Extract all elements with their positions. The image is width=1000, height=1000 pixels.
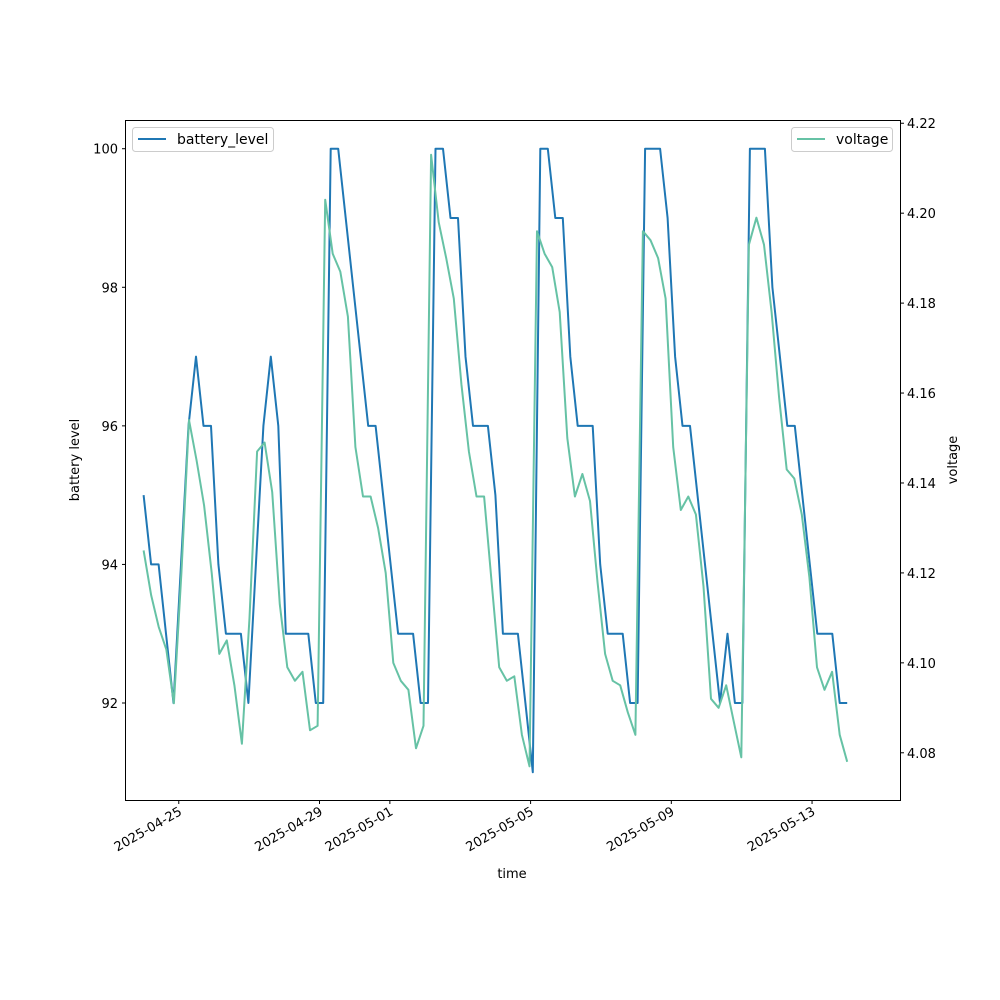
y-axis-label-left: battery level — [68, 419, 83, 502]
y-left-tick-label: 96 — [101, 420, 118, 435]
series-line-voltage — [142, 153, 849, 768]
y-right-tick-label: 4.22 — [907, 117, 936, 132]
y-right-tick-label: 4.16 — [907, 387, 936, 402]
y-right-tick-label: 4.20 — [907, 207, 936, 222]
legend-text-voltage: voltage — [836, 132, 888, 148]
legend-voltage: voltage — [791, 127, 893, 152]
plot-frame — [125, 120, 901, 801]
y-right-tick-label: 4.14 — [907, 477, 936, 492]
y-axis-label-right: voltage — [946, 436, 961, 485]
legend-box — [132, 127, 274, 152]
y-left-tick-label: 94 — [101, 558, 118, 573]
legend-text-battery-level: battery_level — [177, 132, 268, 148]
y-right-tick-label: 4.08 — [907, 747, 936, 762]
y-right-tick-label: 4.18 — [907, 297, 936, 312]
y-left-tick-label: 100 — [93, 143, 118, 158]
legend-box — [791, 127, 893, 152]
x-axis-label: time — [497, 867, 526, 882]
legend-battery-level: battery_level — [132, 127, 274, 152]
y-left-tick-label: 92 — [101, 697, 118, 712]
y-right-tick-label: 4.10 — [907, 657, 936, 672]
lines-layer — [142, 147, 849, 774]
y-right-tick-label: 4.12 — [907, 567, 936, 582]
series-line-battery-level — [142, 147, 848, 774]
y-left-tick-label: 98 — [101, 281, 118, 296]
